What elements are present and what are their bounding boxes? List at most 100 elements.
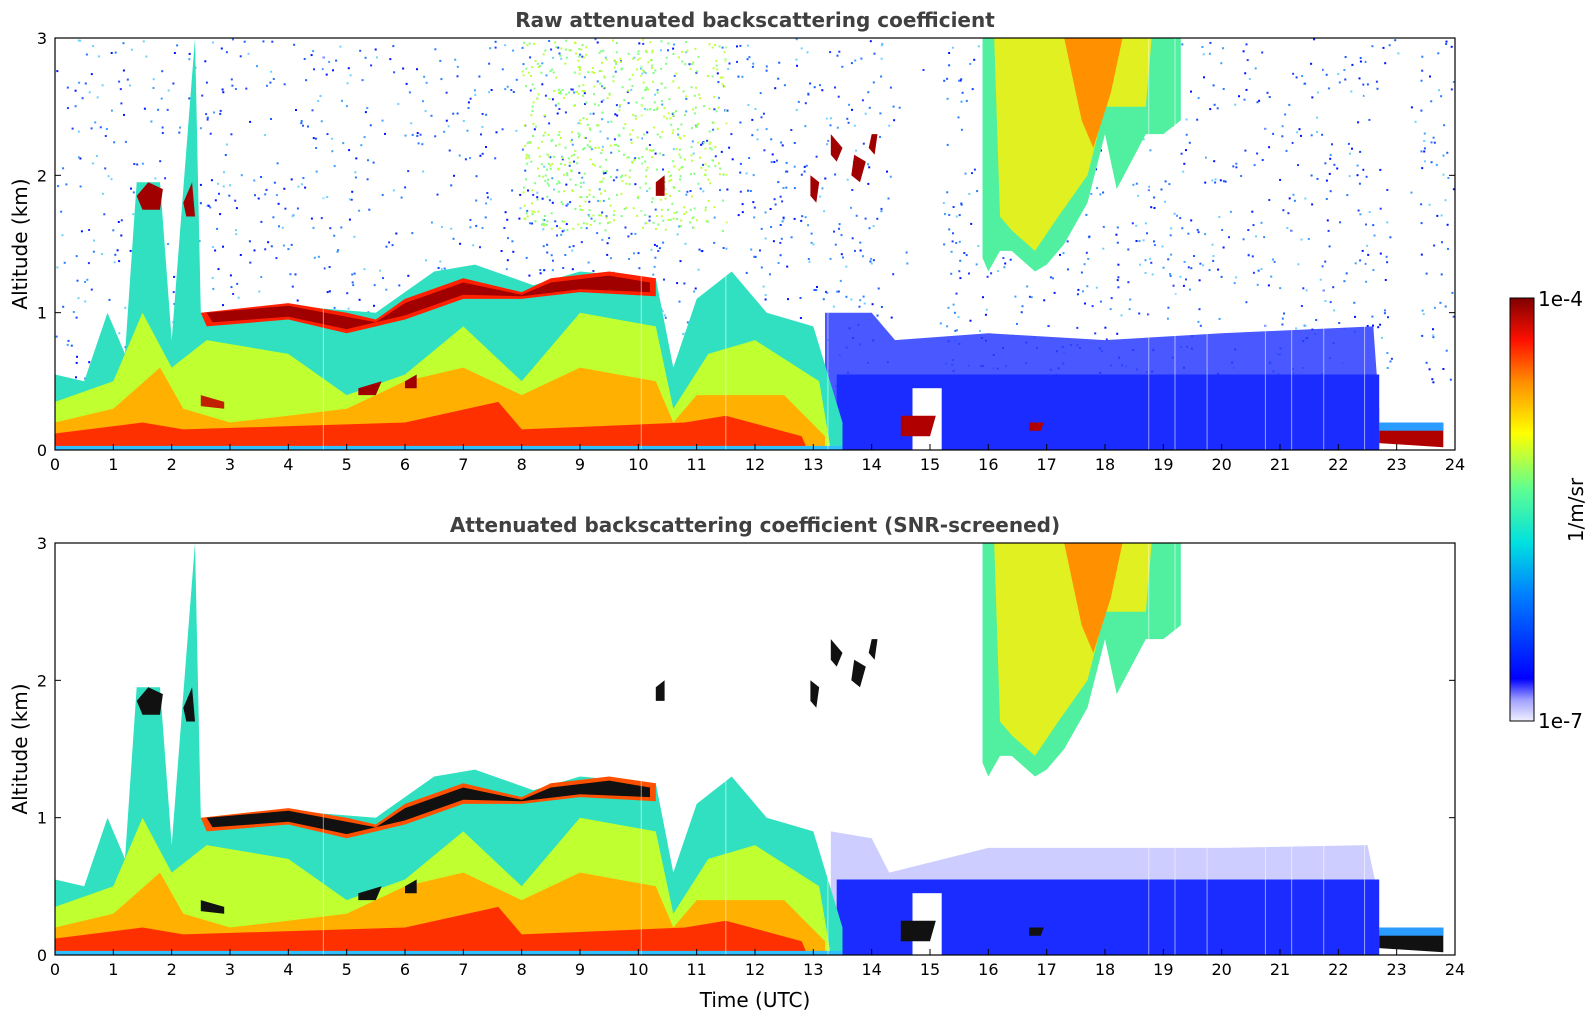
noise-pixel bbox=[859, 299, 862, 302]
noise-pixel bbox=[1244, 149, 1247, 152]
noise-pixel bbox=[573, 160, 575, 163]
noise-pixel bbox=[578, 48, 581, 50]
noise-pixel bbox=[880, 210, 883, 213]
noise-pixel bbox=[354, 176, 357, 179]
noise-pixel bbox=[662, 154, 665, 156]
noise-pixel bbox=[60, 210, 63, 213]
noise-pixel bbox=[533, 42, 536, 45]
noise-pixel bbox=[946, 191, 949, 194]
noise-pixel bbox=[600, 214, 603, 217]
noise-pixel bbox=[1260, 221, 1263, 224]
noise-pixel bbox=[548, 97, 551, 100]
noise-pixel bbox=[130, 187, 132, 190]
elevated-cloud bbox=[200, 900, 225, 914]
noise-pixel bbox=[1356, 174, 1359, 177]
noise-pixel bbox=[671, 202, 674, 205]
noise-pixel bbox=[1170, 253, 1173, 256]
noise-pixel bbox=[132, 213, 135, 216]
noise-pixel bbox=[218, 192, 220, 195]
noise-pixel bbox=[312, 226, 315, 229]
noise-pixel bbox=[506, 259, 509, 262]
noise-pixel bbox=[638, 157, 640, 160]
noise-pixel bbox=[569, 178, 572, 181]
noise-pixel bbox=[1137, 194, 1140, 197]
noise-pixel bbox=[419, 133, 422, 136]
noise-pixel bbox=[1110, 297, 1113, 300]
noise-pixel bbox=[540, 163, 543, 166]
noise-pixel bbox=[739, 162, 742, 165]
noise-pixel bbox=[453, 174, 455, 177]
noise-pixel bbox=[1359, 150, 1362, 153]
noise-pixel bbox=[328, 266, 331, 268]
noise-pixel bbox=[615, 51, 618, 54]
noise-pixel bbox=[698, 93, 701, 96]
x-tick-label: 11 bbox=[686, 455, 706, 474]
noise-pixel bbox=[586, 144, 589, 147]
surface-band bbox=[55, 445, 843, 450]
noise-pixel bbox=[295, 109, 297, 111]
noise-pixel bbox=[971, 172, 973, 175]
noise-pixel bbox=[1325, 73, 1328, 76]
noise-pixel bbox=[1082, 290, 1084, 293]
noise-pixel bbox=[685, 193, 688, 196]
noise-pixel bbox=[1205, 156, 1207, 159]
noise-pixel bbox=[1295, 327, 1298, 330]
noise-pixel bbox=[616, 114, 619, 117]
noise-pixel bbox=[573, 105, 576, 107]
noise-pixel bbox=[599, 82, 602, 85]
noise-pixel bbox=[1381, 336, 1383, 339]
noise-pixel bbox=[1272, 132, 1275, 135]
noise-pixel bbox=[90, 127, 93, 130]
noise-pixel bbox=[692, 226, 695, 229]
noise-pixel bbox=[654, 208, 657, 211]
noise-pixel bbox=[679, 175, 682, 178]
noise-pixel bbox=[633, 252, 635, 255]
noise-pixel bbox=[568, 91, 571, 94]
noise-pixel bbox=[541, 62, 544, 65]
noise-pixel bbox=[597, 199, 600, 202]
noise-pixel bbox=[539, 65, 542, 68]
noise-pixel bbox=[456, 65, 459, 68]
noise-pixel bbox=[607, 222, 609, 225]
noise-pixel bbox=[1316, 116, 1319, 119]
noise-pixel bbox=[199, 202, 202, 205]
noise-pixel bbox=[752, 174, 755, 177]
noise-pixel bbox=[1142, 138, 1145, 141]
noise-pixel bbox=[960, 78, 963, 81]
noise-pixel bbox=[430, 221, 433, 224]
noise-pixel bbox=[592, 112, 595, 115]
noise-pixel bbox=[682, 90, 685, 93]
x-tick-label: 2 bbox=[167, 960, 177, 979]
noise-pixel bbox=[589, 128, 592, 131]
noise-pixel bbox=[1354, 262, 1357, 265]
noise-pixel bbox=[819, 195, 822, 198]
noise-pixel bbox=[1310, 62, 1313, 65]
noise-pixel bbox=[665, 56, 668, 59]
noise-pixel bbox=[750, 248, 753, 251]
noise-pixel bbox=[222, 245, 224, 248]
noise-pixel bbox=[558, 143, 561, 146]
noise-pixel bbox=[416, 132, 419, 134]
noise-pixel bbox=[1292, 193, 1295, 196]
panel-raw: Raw attenuated backscattering coefficien… bbox=[8, 8, 1465, 474]
noise-pixel bbox=[1117, 286, 1120, 289]
noise-pixel bbox=[337, 249, 340, 252]
noise-pixel bbox=[526, 209, 529, 212]
noise-pixel bbox=[370, 64, 373, 67]
noise-pixel bbox=[952, 46, 954, 49]
noise-pixel bbox=[685, 95, 687, 98]
noise-pixel bbox=[607, 121, 610, 123]
noise-pixel bbox=[948, 64, 951, 67]
noise-pixel bbox=[641, 155, 644, 158]
noise-pixel bbox=[1301, 75, 1304, 77]
noise-pixel bbox=[1446, 223, 1449, 226]
noise-pixel bbox=[585, 227, 588, 230]
noise-pixel bbox=[75, 361, 78, 364]
noise-pixel bbox=[692, 108, 695, 111]
noise-pixel bbox=[605, 216, 608, 219]
x-tick-label: 5 bbox=[342, 960, 352, 979]
noise-pixel bbox=[612, 179, 615, 182]
noise-pixel bbox=[971, 88, 974, 91]
noise-pixel bbox=[546, 243, 549, 246]
noise-pixel bbox=[602, 172, 605, 175]
